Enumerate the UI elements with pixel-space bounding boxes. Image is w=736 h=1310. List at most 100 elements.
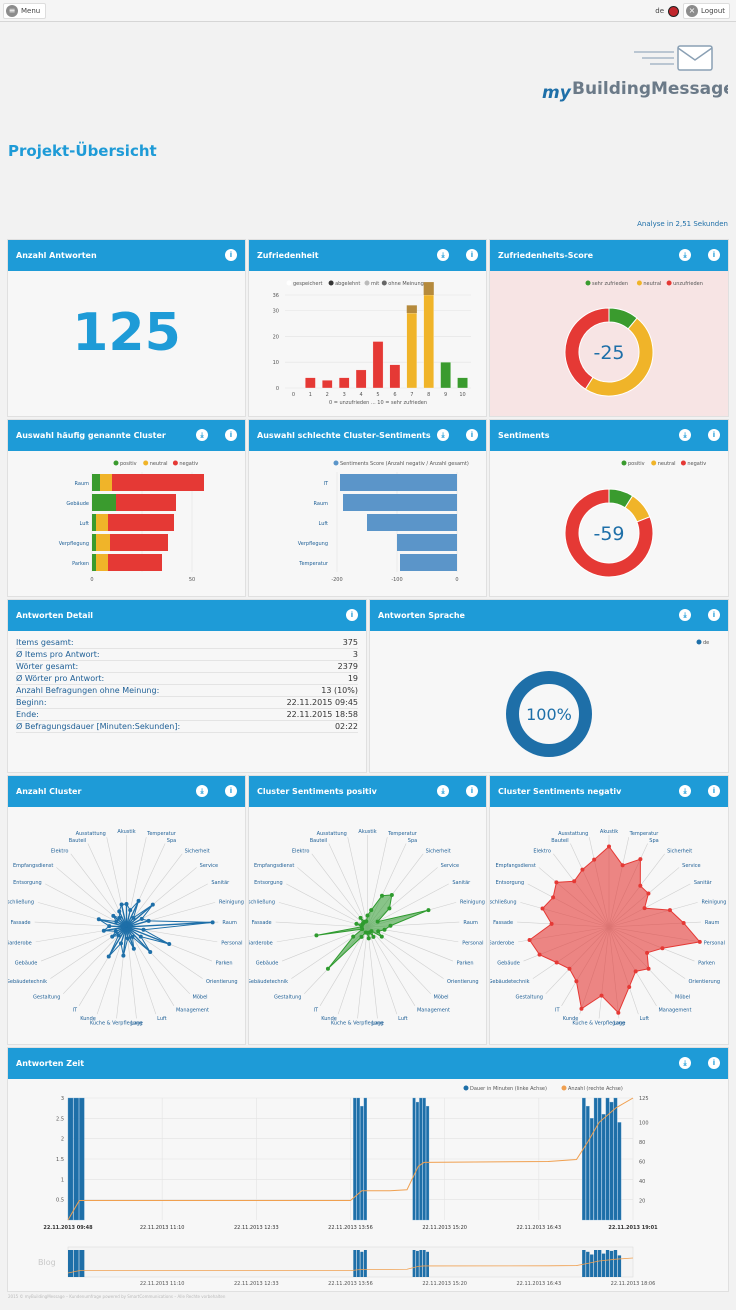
- language-selector[interactable]: de: [655, 7, 665, 15]
- panel-body: Items gesamt: 375 Ø Items pro Antwort: 3 Wör…: [8, 631, 366, 772]
- radar-point: [117, 915, 122, 920]
- logout-button[interactable]: × Logout: [683, 3, 730, 19]
- panel-title: Zufriedenheits-Score: [498, 251, 594, 260]
- radar-point: [667, 908, 672, 913]
- radar-category-label: Parken: [698, 961, 715, 967]
- download-icon[interactable]: ⤓: [196, 785, 208, 797]
- info-icon[interactable]: i: [708, 785, 720, 797]
- radar-value-spoke: [125, 926, 135, 950]
- detail-row: Ø Befragungsdauer [Minuten:Sekunden]: 02:…: [16, 721, 358, 733]
- legend-marker: [333, 460, 339, 466]
- download-icon[interactable]: ⤓: [679, 785, 691, 797]
- bar: [322, 380, 333, 389]
- radar-category-label: Fassade: [11, 920, 31, 926]
- info-icon[interactable]: i: [225, 785, 237, 797]
- radar-spoke: [275, 921, 368, 928]
- radar-point: [627, 984, 632, 989]
- detail-label: Anzahl Befragungen ohne Meinung:: [16, 686, 160, 695]
- radar-spoke: [367, 926, 416, 1006]
- panel-header: Zufriedenheit ⤓ i: [249, 240, 486, 271]
- user-controls: de × Logout: [655, 3, 730, 19]
- radar-category-label: Lage: [131, 1020, 143, 1026]
- radar-category-label: Gestaltung: [516, 995, 543, 1001]
- panel-sentiments: Sentiments ⤓ i -59 positiv neutral negativ: [489, 419, 729, 597]
- y-tick-label: 20: [273, 334, 279, 340]
- legend-label: neutral: [150, 461, 168, 467]
- download-icon[interactable]: ⤓: [196, 429, 208, 441]
- category-label: Verpflegung: [59, 541, 89, 547]
- legend-marker: [463, 1085, 469, 1091]
- download-icon[interactable]: ⤓: [437, 785, 449, 797]
- close-icon: ×: [686, 5, 699, 17]
- answers-time-chart[interactable]: Dauer in Minuten (linke Achse) Anzahl (re…: [8, 1079, 728, 1291]
- radar-point: [118, 941, 123, 946]
- logout-label: Logout: [701, 7, 725, 15]
- duration-bar: [589, 1118, 594, 1221]
- info-icon[interactable]: i: [708, 249, 720, 261]
- x-axis-label: 0 = unzufrieden ... 10 = sehr zufrieden: [329, 400, 427, 406]
- x-tick-label: 0: [455, 577, 458, 583]
- radar-point: [131, 915, 136, 920]
- overview-label: Blog: [38, 1258, 56, 1267]
- radar-spoke: [297, 867, 368, 928]
- radar-category-label: Service: [682, 863, 700, 869]
- download-icon[interactable]: ⤓: [679, 609, 691, 621]
- legend-marker: [666, 280, 672, 286]
- bar-segment: [110, 534, 168, 551]
- radar-value-spoke: [126, 904, 154, 928]
- info-icon[interactable]: i: [225, 249, 237, 261]
- radar-category-label: Gebäude: [256, 961, 279, 967]
- panel-zufriedenheits-score: Zufriedenheits-Score ⤓ i -25 sehr zufriede…: [489, 239, 729, 417]
- radar-spoke: [319, 926, 368, 1006]
- download-icon[interactable]: ⤓: [437, 249, 449, 261]
- info-icon[interactable]: i: [346, 609, 358, 621]
- radar-category-label: Sicherheit: [426, 849, 451, 855]
- radar-point: [210, 920, 215, 925]
- radar-value-spoke: [126, 921, 213, 928]
- detail-value: 2379: [337, 662, 358, 671]
- duration-bar: [415, 1101, 419, 1221]
- panel-body: 125: [8, 271, 245, 416]
- download-icon[interactable]: ⤓: [679, 249, 691, 261]
- category-label: Gebäude: [66, 501, 89, 507]
- legend-label: positiv: [628, 461, 645, 467]
- info-icon[interactable]: i: [708, 1057, 720, 1069]
- panel-header: Antworten Detail i: [8, 600, 366, 631]
- radar-point: [111, 913, 116, 918]
- detail-row: Ø Items pro Antwort: 3: [16, 649, 358, 661]
- radar-point: [592, 857, 597, 862]
- radar-category-label: Elektro: [533, 849, 551, 855]
- duration-bar: [582, 1097, 586, 1221]
- bar: [440, 362, 451, 389]
- radar-category-label: Luft: [640, 1016, 650, 1022]
- x-tick-label: 7: [410, 392, 413, 398]
- download-icon[interactable]: ⤓: [679, 1057, 691, 1069]
- menu-label: Menu: [21, 7, 41, 15]
- radar-point: [554, 960, 559, 965]
- info-icon[interactable]: i: [225, 429, 237, 441]
- info-icon[interactable]: i: [708, 429, 720, 441]
- menu-button[interactable]: ≡ Menu: [3, 3, 47, 19]
- info-icon[interactable]: i: [466, 429, 478, 441]
- radar-spoke: [367, 883, 449, 928]
- info-icon[interactable]: i: [466, 249, 478, 261]
- x-tick-label: 22.11.2013 19:01: [608, 1225, 658, 1231]
- flag-icon[interactable]: [668, 5, 680, 17]
- radar-point: [148, 950, 153, 955]
- radar-category-label: Elektro: [51, 849, 69, 855]
- info-icon[interactable]: i: [466, 785, 478, 797]
- bar-segment: [92, 474, 100, 491]
- info-icon[interactable]: i: [708, 609, 720, 621]
- radar-category-label: Spa: [167, 838, 176, 844]
- download-icon[interactable]: ⤓: [679, 429, 691, 441]
- download-icon[interactable]: ⤓: [437, 429, 449, 441]
- panel-body: Akustik Temperatur Spa Sicherheit Service San…: [243, 807, 486, 1044]
- detail-value: 22.11.2015 09:45: [286, 698, 358, 707]
- panel-title: Cluster Sentiments negativ: [498, 787, 622, 796]
- radar-spoke: [337, 926, 368, 1015]
- radar-category-label: Möbel: [193, 995, 208, 1001]
- detail-label: Items gesamt:: [16, 638, 74, 647]
- duration-bar: [353, 1097, 357, 1221]
- radar-category-label: Sanitär: [694, 880, 713, 886]
- panel-title: Sentiments: [498, 431, 550, 440]
